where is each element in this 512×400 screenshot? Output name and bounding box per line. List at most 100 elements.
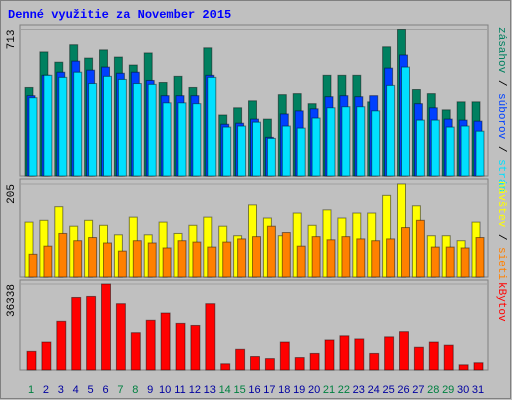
legend: návštev / sieti — [495, 181, 507, 280]
x-tick-label: 23 — [353, 384, 365, 396]
y-tick-label: 713 — [6, 30, 18, 50]
bar — [445, 246, 455, 278]
bar — [399, 331, 409, 371]
bar — [237, 238, 247, 278]
bar — [58, 76, 68, 177]
bar — [356, 106, 366, 177]
bar — [369, 352, 380, 371]
bar — [177, 102, 187, 177]
bar — [324, 339, 335, 371]
x-tick-label: 26 — [397, 384, 409, 396]
bar — [117, 250, 127, 278]
x-tick-label: 14 — [219, 384, 231, 396]
legend-separator: / — [495, 73, 507, 93]
bar — [175, 322, 186, 371]
bar — [103, 75, 112, 177]
bar — [326, 239, 336, 278]
bar — [460, 125, 470, 177]
bar — [43, 245, 53, 278]
bar — [160, 312, 171, 371]
bar — [103, 242, 112, 278]
bar — [235, 348, 246, 371]
x-tick-label: 11 — [174, 384, 185, 396]
x-tick-label: 24 — [368, 384, 380, 396]
x-tick-label: 22 — [338, 384, 350, 396]
bar — [294, 357, 305, 371]
bar — [473, 362, 484, 371]
bar — [339, 335, 350, 371]
x-tick-label: 1 — [28, 384, 34, 396]
bar — [192, 103, 202, 177]
bar — [237, 125, 247, 177]
bar — [56, 320, 67, 371]
x-tick-label: 30 — [457, 384, 469, 396]
bar — [386, 238, 396, 278]
bar — [386, 84, 396, 177]
x-tick-label: 21 — [323, 384, 335, 396]
bar — [326, 107, 336, 177]
bar — [460, 247, 470, 278]
bar — [222, 241, 232, 278]
x-tick-label: 19 — [293, 384, 305, 396]
x-tick-label: 8 — [132, 384, 138, 396]
bar — [266, 137, 276, 177]
bar — [430, 246, 440, 278]
x-tick-label: 17 — [263, 384, 275, 396]
x-tick-label: 18 — [278, 384, 290, 396]
bar — [296, 245, 306, 278]
bar — [132, 83, 142, 177]
bar — [207, 76, 217, 177]
bar — [296, 127, 306, 177]
legend-entry: strán — [495, 159, 507, 192]
bar — [26, 350, 37, 371]
bar — [115, 303, 126, 371]
bar — [220, 363, 231, 371]
legend-entry: kBytov — [495, 282, 507, 322]
bar — [73, 240, 83, 278]
bar — [192, 241, 202, 278]
x-tick-label: 3 — [58, 384, 64, 396]
bar — [117, 78, 127, 177]
bar — [88, 83, 98, 177]
legend-separator: / — [495, 227, 507, 247]
bar — [88, 237, 98, 278]
bar — [147, 242, 157, 278]
y-tick-label: 36338 — [6, 284, 18, 317]
bar — [71, 296, 82, 371]
bar — [341, 236, 351, 278]
bar — [177, 240, 187, 278]
x-tick-label: 15 — [233, 384, 245, 396]
bar — [101, 283, 111, 371]
x-tick-label: 28 — [427, 384, 439, 396]
y-tick-label: 205 — [6, 184, 18, 204]
x-tick-label: 12 — [189, 384, 201, 396]
legend-entry: sieti — [495, 247, 507, 280]
bar — [475, 130, 485, 177]
bar — [279, 341, 290, 371]
x-tick-label: 20 — [308, 384, 320, 396]
bar — [190, 324, 201, 371]
bar — [205, 303, 216, 371]
bar — [130, 332, 141, 371]
legend-entry: zásahov — [495, 27, 507, 74]
legend: zásahov / súborov / strán — [495, 27, 507, 192]
bar — [341, 106, 351, 177]
x-tick-label: 13 — [204, 384, 216, 396]
bar — [311, 117, 321, 177]
x-tick-label: 9 — [147, 384, 153, 396]
bar — [443, 344, 454, 371]
bar — [58, 232, 68, 278]
x-tick-label: 31 — [472, 384, 484, 396]
bar — [73, 71, 83, 177]
legend: kBytov — [495, 282, 507, 322]
bar — [252, 121, 261, 177]
bar — [401, 66, 410, 177]
bar — [264, 358, 275, 371]
x-tick-label: 29 — [442, 384, 454, 396]
panel — [19, 279, 489, 371]
x-tick-label: 7 — [117, 384, 123, 396]
bar — [371, 240, 381, 278]
legend-separator: / — [495, 139, 507, 159]
